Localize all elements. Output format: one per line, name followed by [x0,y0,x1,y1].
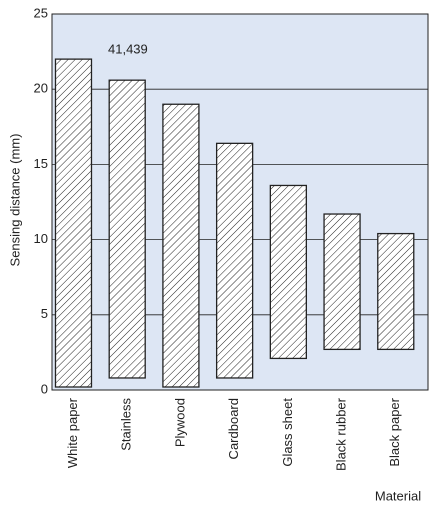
x-tick-label: Black rubber [333,397,348,471]
bar [162,103,200,388]
x-axis-label: Material [375,488,421,503]
bar [108,79,146,379]
y-tick-label: 20 [34,81,48,96]
y-tick-label: 0 [41,381,48,396]
y-axis-label: Sensing distance (mm) [7,134,22,267]
bar [377,232,415,351]
x-tick-label: Glass sheet [280,398,295,467]
annotation: 41,439 [108,41,148,56]
bar [215,142,254,379]
x-tick-label: Black paper [387,397,402,466]
y-tick-label: 10 [34,231,48,246]
y-tick-label: 5 [41,306,48,321]
bar [323,213,361,351]
y-tick-label: 15 [34,156,48,171]
x-tick-label: White paper [65,397,80,468]
bar [54,58,93,388]
bar [269,184,307,360]
x-tick-label: Plywood [172,398,187,447]
x-tick-label: Cardboard [226,398,241,459]
x-tick-label: Stainless [119,398,134,451]
y-tick-label: 25 [34,5,48,20]
